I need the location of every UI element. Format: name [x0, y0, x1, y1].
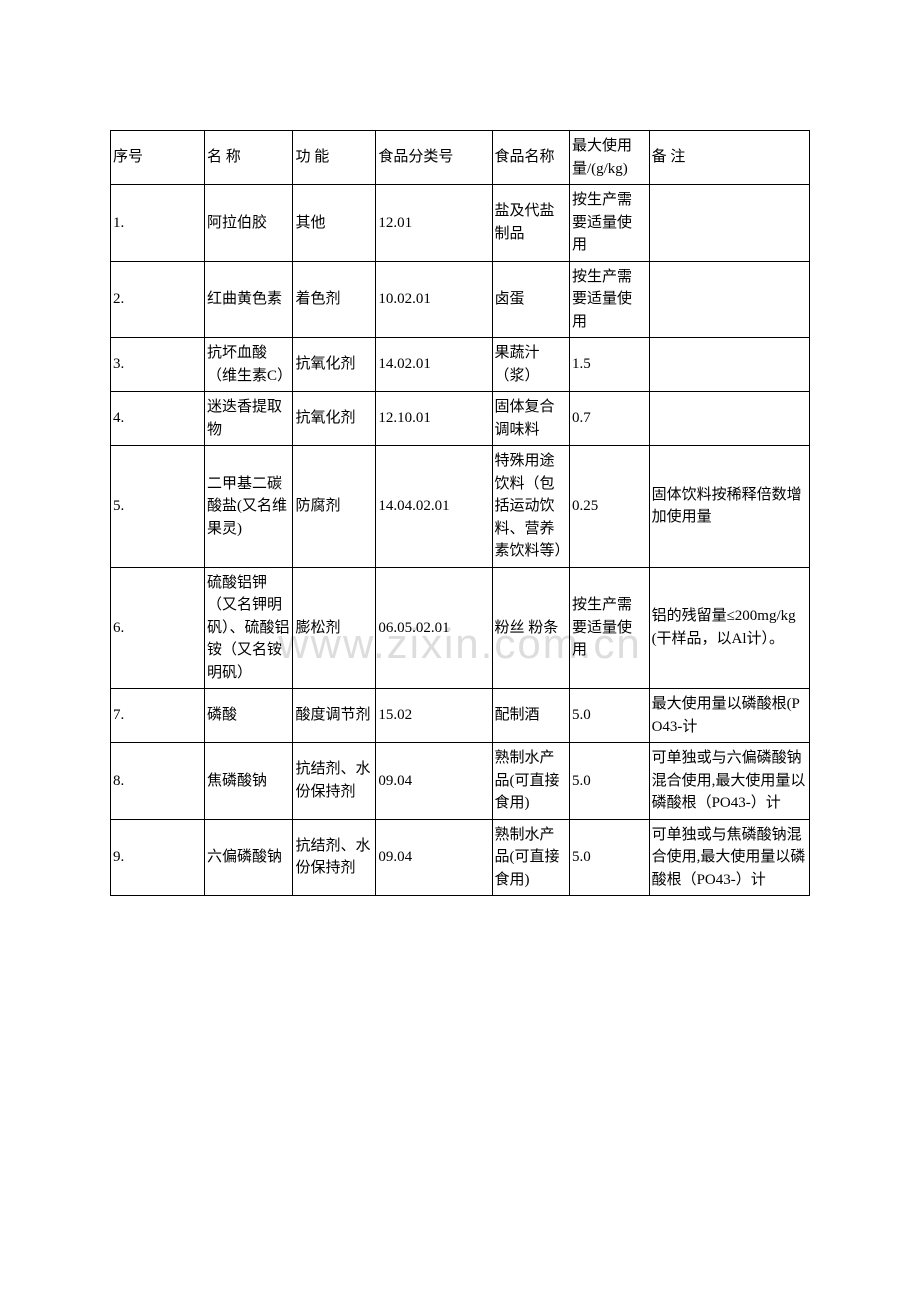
cell-name: 焦磷酸钠	[205, 743, 293, 820]
cell-cat: 12.01	[376, 185, 492, 262]
table-row: 5. 二甲基二碳酸盐(又名维果灵) 防腐剂 14.04.02.01 特殊用途饮料…	[111, 446, 810, 568]
cell-max: 0.25	[569, 446, 649, 568]
header-seq: 序号	[111, 131, 205, 185]
cell-func: 抗氧化剂	[293, 392, 376, 446]
cell-cat: 09.04	[376, 819, 492, 896]
additives-table: 序号 名 称 功 能 食品分类号 食品名称 最大使用量/(g/kg) 备 注 1…	[110, 130, 810, 896]
cell-note	[649, 392, 809, 446]
cell-cat: 06.05.02.01	[376, 567, 492, 689]
cell-func: 酸度调节剂	[293, 689, 376, 743]
cell-seq: 6.	[111, 567, 205, 689]
cell-seq: 3.	[111, 338, 205, 392]
header-food: 食品名称	[492, 131, 569, 185]
cell-max: 按生产需要适量使用	[569, 261, 649, 338]
cell-food: 配制酒	[492, 689, 569, 743]
cell-cat: 14.04.02.01	[376, 446, 492, 568]
cell-note	[649, 261, 809, 338]
cell-name: 迷迭香提取物	[205, 392, 293, 446]
cell-note: 最大使用量以磷酸根(PO43-计	[649, 689, 809, 743]
table-row: 2. 红曲黄色素 着色剂 10.02.01 卤蛋 按生产需要适量使用	[111, 261, 810, 338]
table-row: 8. 焦磷酸钠 抗结剂、水份保持剂 09.04 熟制水产品(可直接食用) 5.0…	[111, 743, 810, 820]
cell-name: 二甲基二碳酸盐(又名维果灵)	[205, 446, 293, 568]
cell-note: 可单独或与焦磷酸钠混合使用,最大使用量以磷酸根（PO43-）计	[649, 819, 809, 896]
table-header-row: 序号 名 称 功 能 食品分类号 食品名称 最大使用量/(g/kg) 备 注	[111, 131, 810, 185]
cell-food: 特殊用途饮料（包括运动饮料、营养素饮料等）	[492, 446, 569, 568]
cell-seq: 1.	[111, 185, 205, 262]
header-name: 名 称	[205, 131, 293, 185]
header-cat: 食品分类号	[376, 131, 492, 185]
table-row: 6. 硫酸铝钾（又名钾明矾）、硫酸铝铵（又名铵明矾） 膨松剂 06.05.02.…	[111, 567, 810, 689]
cell-max: 0.7	[569, 392, 649, 446]
page-container: 序号 名 称 功 能 食品分类号 食品名称 最大使用量/(g/kg) 备 注 1…	[0, 0, 920, 956]
cell-food: 粉丝 粉条	[492, 567, 569, 689]
cell-max: 按生产需要适量使用	[569, 185, 649, 262]
cell-note	[649, 338, 809, 392]
cell-cat: 14.02.01	[376, 338, 492, 392]
cell-cat: 12.10.01	[376, 392, 492, 446]
cell-seq: 8.	[111, 743, 205, 820]
table-row: 1. 阿拉伯胶 其他 12.01 盐及代盐制品 按生产需要适量使用	[111, 185, 810, 262]
cell-max: 1.5	[569, 338, 649, 392]
cell-food: 熟制水产品(可直接食用)	[492, 743, 569, 820]
cell-name: 磷酸	[205, 689, 293, 743]
header-max: 最大使用量/(g/kg)	[569, 131, 649, 185]
cell-food: 熟制水产品(可直接食用)	[492, 819, 569, 896]
cell-cat: 10.02.01	[376, 261, 492, 338]
cell-seq: 5.	[111, 446, 205, 568]
cell-seq: 4.	[111, 392, 205, 446]
cell-seq: 9.	[111, 819, 205, 896]
cell-func: 防腐剂	[293, 446, 376, 568]
cell-cat: 09.04	[376, 743, 492, 820]
table-row: 4. 迷迭香提取物 抗氧化剂 12.10.01 固体复合调味料 0.7	[111, 392, 810, 446]
cell-food: 盐及代盐制品	[492, 185, 569, 262]
cell-food: 果蔬汁（浆）	[492, 338, 569, 392]
header-func: 功 能	[293, 131, 376, 185]
cell-name: 阿拉伯胶	[205, 185, 293, 262]
cell-note: 可单独或与六偏磷酸钠混合使用,最大使用量以磷酸根（PO43-）计	[649, 743, 809, 820]
cell-func: 抗结剂、水份保持剂	[293, 743, 376, 820]
header-note: 备 注	[649, 131, 809, 185]
table-row: 9. 六偏磷酸钠 抗结剂、水份保持剂 09.04 熟制水产品(可直接食用) 5.…	[111, 819, 810, 896]
cell-seq: 2.	[111, 261, 205, 338]
cell-name: 六偏磷酸钠	[205, 819, 293, 896]
cell-note	[649, 185, 809, 262]
cell-func: 抗结剂、水份保持剂	[293, 819, 376, 896]
cell-func: 抗氧化剂	[293, 338, 376, 392]
table-row: 7. 磷酸 酸度调节剂 15.02 配制酒 5.0 最大使用量以磷酸根(PO43…	[111, 689, 810, 743]
cell-name: 硫酸铝钾（又名钾明矾）、硫酸铝铵（又名铵明矾）	[205, 567, 293, 689]
cell-note: 固体饮料按稀释倍数增加使用量	[649, 446, 809, 568]
table-row: 3. 抗坏血酸（维生素C） 抗氧化剂 14.02.01 果蔬汁（浆） 1.5	[111, 338, 810, 392]
cell-func: 着色剂	[293, 261, 376, 338]
cell-name: 红曲黄色素	[205, 261, 293, 338]
cell-food: 卤蛋	[492, 261, 569, 338]
cell-name: 抗坏血酸（维生素C）	[205, 338, 293, 392]
cell-func: 膨松剂	[293, 567, 376, 689]
cell-func: 其他	[293, 185, 376, 262]
cell-max: 5.0	[569, 689, 649, 743]
cell-max: 5.0	[569, 819, 649, 896]
cell-note: 铝的残留量≤200mg/kg(干样品，以Al计）。	[649, 567, 809, 689]
cell-cat: 15.02	[376, 689, 492, 743]
cell-max: 按生产需要适量使用	[569, 567, 649, 689]
cell-food: 固体复合调味料	[492, 392, 569, 446]
cell-seq: 7.	[111, 689, 205, 743]
cell-max: 5.0	[569, 743, 649, 820]
